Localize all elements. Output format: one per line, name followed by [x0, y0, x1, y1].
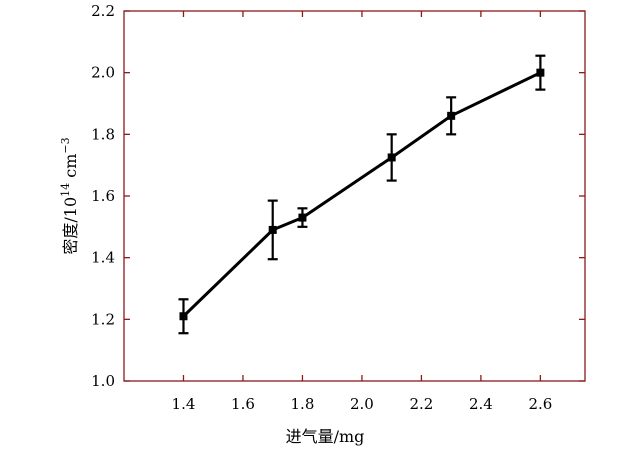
y-tick-label: 1.4 [91, 249, 115, 267]
x-tick-label: 2.4 [469, 395, 493, 413]
y-axis-label-prefix: 密度/10 [61, 197, 80, 255]
y-tick-label: 1.0 [91, 372, 115, 390]
y-tick-label: 1.8 [91, 125, 115, 143]
ticks [124, 10, 585, 382]
y-axis-label-unit-exponent: −3 [59, 137, 72, 153]
data-point [179, 312, 188, 321]
data-point [387, 153, 396, 162]
x-tick-label: 1.6 [231, 395, 255, 413]
y-tick-label: 2.0 [91, 64, 115, 82]
data-point [298, 213, 307, 222]
x-tick-label: 2.2 [409, 395, 433, 413]
y-tick-label: 1.6 [91, 187, 115, 205]
y-axis-label-exponent: 14 [59, 183, 72, 197]
axes [123, 10, 586, 382]
x-tick-label: 1.8 [291, 395, 315, 413]
y-tick-label: 2.2 [91, 2, 115, 20]
y-axis-label: 密度/1014 cm−3 [59, 137, 80, 254]
x-tick-label: 1.4 [172, 395, 196, 413]
data-point [447, 111, 456, 120]
data-series [178, 54, 546, 335]
y-tick-label: 1.2 [91, 310, 115, 328]
data-point [536, 68, 545, 77]
x-tick-label: 2.6 [528, 395, 552, 413]
series-line [182, 71, 542, 318]
x-tick-label: 2.0 [350, 395, 374, 413]
plot-frame [123, 10, 586, 382]
y-axis-label-unit: cm [61, 154, 80, 183]
tick-labels: 1.4 1.6 1.8 2.0 2.2 2.4 2.6 1.0 1.2 1.4 1.6 1.8 2.0 2… [91, 2, 552, 413]
data-point [268, 225, 277, 234]
x-axis-label: 进气量/mg [286, 427, 365, 446]
